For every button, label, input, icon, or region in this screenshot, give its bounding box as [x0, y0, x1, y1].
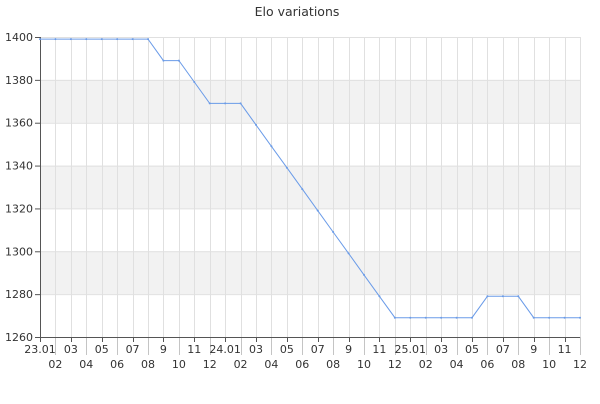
x-tick-label: 11: [187, 343, 201, 356]
y-tick-label: 1360: [5, 117, 33, 130]
data-point: [208, 102, 211, 105]
x-tick-label: 9: [160, 343, 167, 356]
data-point: [563, 316, 566, 319]
x-tick-label: 07: [311, 343, 325, 356]
x-tick-label: 07: [496, 343, 510, 356]
x-tick-label: 06: [110, 358, 124, 371]
y-tick-label: 1300: [5, 245, 33, 258]
x-tick-label: 02: [48, 358, 62, 371]
x-tick-label: 08: [511, 358, 525, 371]
x-tick-label: 05: [465, 343, 479, 356]
data-point: [270, 145, 273, 148]
elo-line: [40, 38, 580, 319]
data-point: [378, 295, 381, 298]
data-point: [579, 316, 581, 319]
y-tick-label: 1260: [5, 331, 33, 344]
x-tick-label: 03: [249, 343, 263, 356]
data-point: [316, 209, 319, 212]
x-tick-label: 12: [203, 358, 217, 371]
data-point: [69, 38, 72, 41]
x-tick-label: 03: [64, 343, 78, 356]
x-tick-label: 10: [542, 358, 556, 371]
x-tick-label: 24.01: [209, 343, 241, 356]
x-tick-label: 9: [530, 343, 537, 356]
chart-title: Elo variations: [255, 4, 340, 19]
x-tick-label: 12: [388, 358, 402, 371]
data-point: [131, 38, 134, 41]
data-point: [100, 38, 103, 41]
data-point: [486, 295, 489, 298]
data-point: [255, 123, 257, 126]
x-tick-label: 08: [141, 358, 155, 371]
x-tick-label: 05: [280, 343, 294, 356]
data-point: [393, 316, 396, 319]
y-tick-label: 1400: [5, 31, 33, 44]
y-tick-label: 1280: [5, 288, 33, 301]
data-point: [301, 188, 304, 191]
x-tick-label: 05: [95, 343, 109, 356]
x-tick-label: 10: [172, 358, 186, 371]
data-point: [332, 231, 335, 233]
grid-band: [40, 251, 580, 295]
data-point: [147, 38, 149, 41]
data-point: [193, 81, 196, 83]
x-tick-label: 10: [357, 358, 371, 371]
x-tick-label: 25.01: [395, 343, 427, 356]
x-tick-label: 08: [326, 358, 340, 371]
data-point: [363, 273, 365, 276]
data-point: [501, 295, 504, 298]
x-tick-label: 23.01: [24, 343, 56, 356]
y-tick-label: 1320: [5, 202, 33, 215]
data-point: [224, 102, 227, 105]
x-tick-label: 04: [79, 358, 93, 371]
data-point: [517, 295, 520, 298]
data-point: [424, 316, 427, 319]
data-point: [54, 38, 57, 41]
data-point: [39, 38, 41, 41]
data-point: [285, 166, 288, 169]
data-point: [548, 316, 551, 319]
data-point: [162, 59, 165, 62]
x-tick-label: 07: [126, 343, 140, 356]
x-tick-label: 04: [450, 358, 464, 371]
y-tick-label: 1380: [5, 74, 33, 87]
x-tick-label: 11: [372, 343, 386, 356]
x-tick-label: 02: [419, 358, 433, 371]
x-tick-label: 9: [345, 343, 352, 356]
data-point: [347, 252, 350, 255]
data-point: [177, 59, 180, 62]
data-point: [85, 38, 88, 41]
x-tick-label: 06: [295, 358, 309, 371]
x-tick-label: 11: [558, 343, 572, 356]
x-tick-label: 04: [264, 358, 278, 371]
data-point: [471, 316, 473, 319]
data-point: [409, 316, 412, 319]
x-tick-label: 12: [573, 358, 587, 371]
grid-band: [40, 79, 580, 123]
data-point: [440, 316, 443, 319]
data-point: [455, 316, 458, 319]
y-tick-label: 1340: [5, 160, 33, 173]
data-point: [532, 316, 535, 319]
x-tick-label: 06: [480, 358, 494, 371]
x-tick-label: 03: [434, 343, 448, 356]
x-tick-label: 02: [234, 358, 248, 371]
data-point: [116, 38, 119, 41]
grid-band: [40, 165, 580, 209]
data-point: [239, 102, 242, 105]
